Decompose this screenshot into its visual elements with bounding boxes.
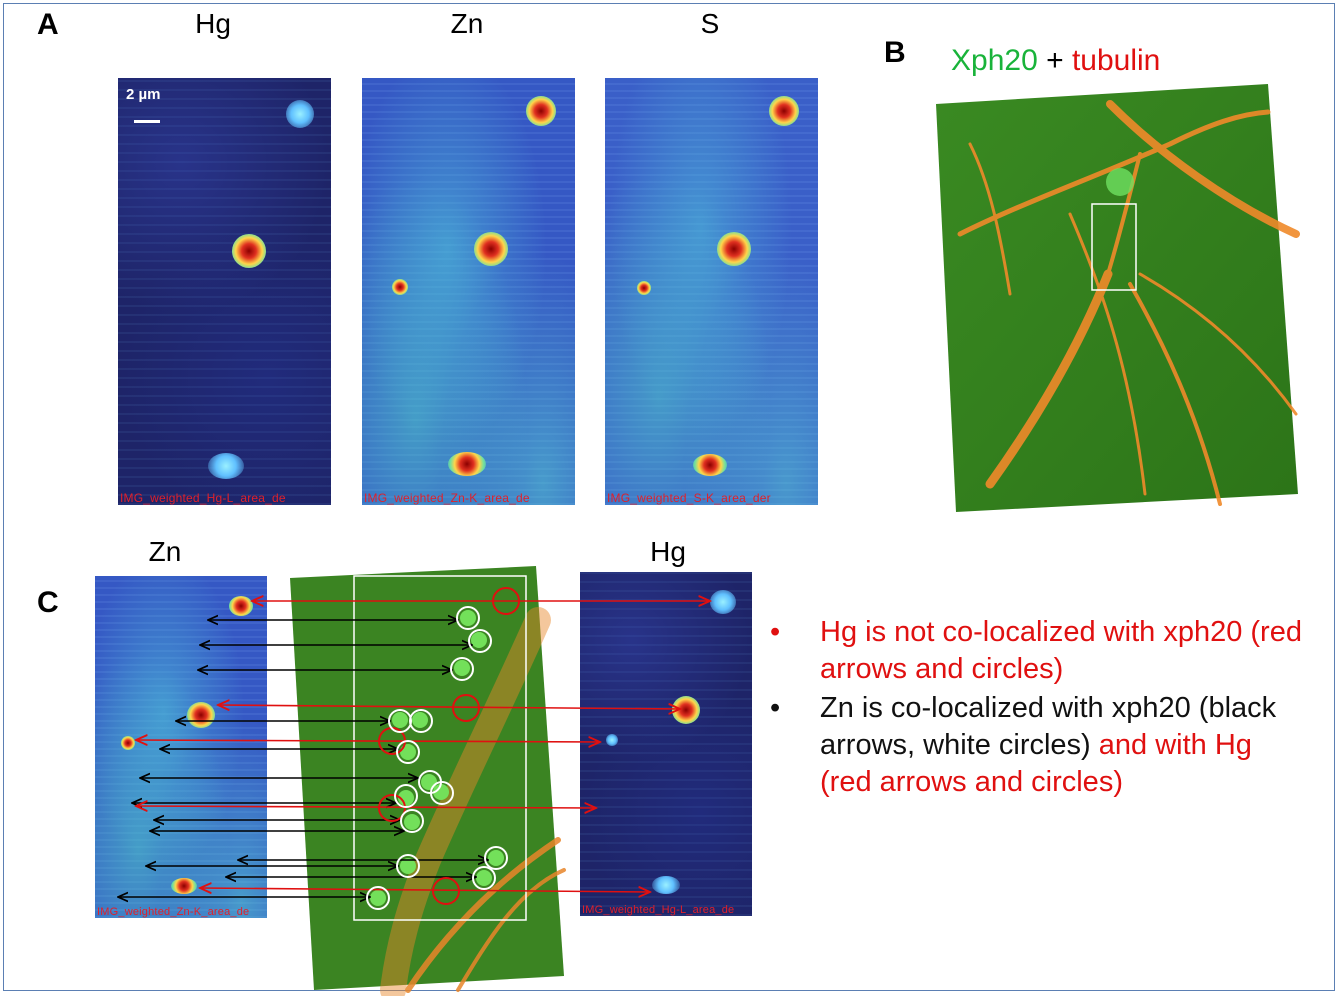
zn-spot [474,232,508,266]
region-of-interest-box [1091,203,1137,291]
zn-spot [526,96,556,126]
c-zn-map-caption: IMG_weighted_Zn-K_area_de [97,906,250,918]
zn-spot [392,279,408,295]
zn-map-caption: IMG_weighted_Zn-K_area_de [364,491,530,505]
panel-a-hg-title: Hg [195,8,231,39]
finding-hg: • Hg is not co-localized with xph20 (red… [770,614,1310,688]
hg-map-caption: IMG_weighted_Hg-L_area_de [120,491,286,505]
panel-a-zn-title: Zn [450,8,484,39]
zn-spot [448,452,486,476]
s-spot [693,454,727,476]
panel-b-fluorescence-image [936,84,1300,512]
black-arrows [118,620,488,897]
figure-frame [3,3,1335,991]
finding-zn-text: Zn is co-localized with xph20 (black arr… [820,692,1277,761]
s-spot [769,96,799,126]
zn-spot [171,878,197,894]
xph20-cell [1106,168,1134,196]
scale-bar [134,120,160,123]
hg-spot [208,453,244,479]
c-hg-map-caption: IMG_weighted_Hg-L_area_de [582,904,735,916]
s-spot [717,232,751,266]
scale-bar-label: 2 µm [126,86,161,103]
hg-spot [710,590,736,614]
finding-hg-text: Hg is not co-localized with xph20 (red a… [820,616,1302,685]
panel-b-image-area [936,84,1298,512]
white-circles [366,606,508,910]
zn-spot [229,596,253,616]
panel-a-s-map: IMG_weighted_S-K_area_der [605,78,818,505]
hg-spot [652,876,680,894]
panel-b-title: Xph20 + tubulin [951,44,1160,78]
findings-list: • Hg is not co-localized with xph20 (red… [770,614,1310,803]
hg-spot [232,234,266,268]
tubulin-fibers [957,100,1300,506]
panel-a-s-title: S [700,8,720,39]
hg-spot [286,100,314,128]
red-arrows [136,601,710,892]
hg-spot [606,734,618,746]
panel-c-label: C [37,586,59,619]
plus-sign: + [1037,44,1072,77]
panel-a-hg-map: 2 µm IMG_weighted_Hg-L_area_de [118,78,331,505]
finding-zn-hg-text: and with Hg (red arrows and circles) [820,729,1252,798]
panel-b-label: B [884,36,906,69]
panel-c-hg-title: Hg [650,536,686,567]
bullet-dot: • [770,616,781,648]
zn-spot [121,736,135,750]
panel-a-label: A [37,8,59,41]
tubulin-label: tubulin [1071,44,1161,77]
bullet-dot: • [770,692,781,724]
tubulin-fibers [380,607,566,996]
panel-c-zn-title: Zn [148,536,182,567]
panel-a-zn-map: IMG_weighted_Zn-K_area_de [362,78,575,505]
xph20-label: Xph20 [951,44,1038,77]
s-spot [637,281,651,295]
s-map-caption: IMG_weighted_S-K_area_der [607,491,771,505]
finding-zn: • Zn is co-localized with xph20 (black a… [770,690,1310,801]
